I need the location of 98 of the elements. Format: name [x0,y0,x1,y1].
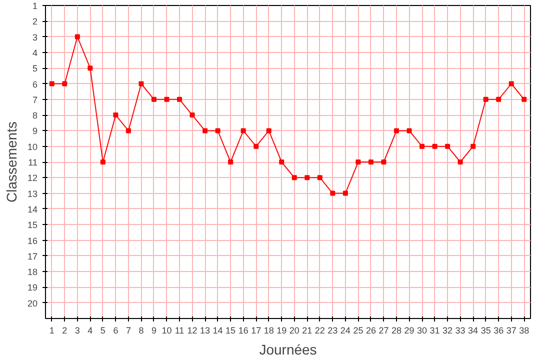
x-tick-label: 22 [314,326,325,336]
y-tick-label: 2 [32,16,38,27]
y-tick-label: 9 [32,126,38,136]
x-axis-title: Journées [259,342,317,358]
x-tick-label: 20 [289,326,300,336]
x-tick-label: 37 [506,326,516,336]
point [470,144,476,149]
point [62,81,68,86]
y-tick-label: 10 [27,142,38,152]
x-tick-label: 10 [162,326,172,336]
point [138,81,144,86]
point [164,96,170,102]
point [100,160,106,164]
point [240,128,246,134]
point [342,190,348,196]
x-tick-label: 6 [113,326,118,336]
x-tick-label: 33 [455,326,466,336]
point [177,96,182,102]
y-tick-label: 17 [27,251,38,262]
point [432,144,438,149]
y-tick-label: 16 [27,236,38,246]
x-tick-label: 23 [328,326,338,336]
x-tick-label: 34 [468,326,478,336]
y-tick-label: 4 [32,48,38,58]
x-tick-label: 1 [49,326,54,336]
x-tick-label: 26 [366,326,376,336]
x-tick-label: 38 [519,326,530,336]
point [317,175,322,180]
x-tick-label: 27 [378,326,389,336]
y-tick-label: 20 [27,298,38,308]
point [368,160,374,164]
x-tick-label: 5 [100,326,106,336]
point [74,34,80,40]
x-tick-label: 30 [417,326,428,336]
y-tick-label: 19 [27,282,38,293]
x-tick-label: 12 [187,326,198,336]
point [266,128,272,134]
x-tick-label: 32 [442,326,453,336]
x-tick-label: 13 [200,326,210,336]
point [190,112,195,118]
y-tick-label: 13 [27,188,38,199]
y-tick-label: 11 [28,158,38,168]
point [508,81,514,86]
x-tick-label: 15 [226,326,236,336]
point [445,144,450,149]
x-tick-label: 31 [430,326,440,336]
x-tick-label: 14 [212,326,223,336]
x-tick-label: 29 [404,326,414,336]
point [496,96,502,102]
point [279,160,284,164]
point [394,128,399,134]
point [356,160,361,164]
point [483,96,488,102]
point [381,160,386,164]
y-tick-label: 18 [27,267,38,278]
point [215,128,220,134]
y-tick-label: 14 [27,204,38,214]
x-tick-label: 25 [353,326,364,336]
point [49,81,54,86]
point [228,160,234,164]
x-tick-label: 35 [480,326,491,336]
x-tick-label: 16 [238,326,248,336]
y-tick-label: 6 [32,79,38,90]
point [420,144,425,149]
x-tick-label: 24 [340,326,350,336]
point [126,128,131,134]
point [330,190,336,196]
y-axis-title: Classements [3,122,20,202]
x-tick-label: 4 [88,326,93,336]
y-tick-label: 12 [27,173,38,184]
y-tick-label: 7 [32,94,38,105]
y-tick-label: 1 [32,1,38,11]
y-tick-label: 5 [32,64,38,74]
point [522,96,527,102]
point [458,160,463,164]
point [88,66,93,71]
x-tick-label: 11 [174,326,184,336]
x-tick-label: 2 [62,326,68,336]
y-tick-label: 15 [27,220,38,230]
x-tick-label: 3 [74,326,80,336]
point [304,175,310,180]
point [406,128,412,134]
x-tick-label: 17 [251,326,262,336]
x-tick-label: 36 [494,326,504,336]
point [113,112,118,118]
x-tick-label: 28 [391,326,402,336]
point [254,144,259,149]
point [202,128,208,134]
x-tick-label: 8 [138,326,144,336]
x-tick-label: 18 [264,326,274,336]
x-tick-label: 9 [151,326,156,336]
x-tick-label: 21 [302,326,312,336]
x-tick-label: 19 [276,326,287,336]
point [151,96,156,102]
x-tick-label: 7 [126,326,131,336]
point [292,175,297,180]
y-tick-label: 8 [32,110,38,121]
y-tick-label: 3 [32,32,38,42]
